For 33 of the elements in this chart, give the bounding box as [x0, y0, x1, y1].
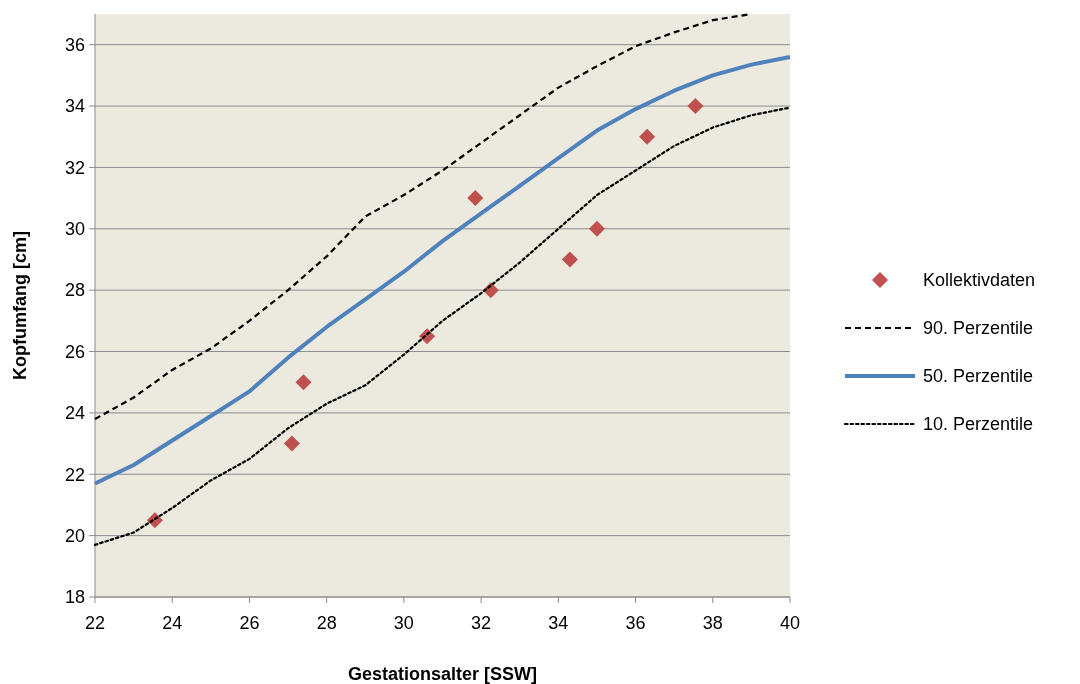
x-tick-label: 26: [239, 613, 260, 633]
y-tick-label: 22: [64, 464, 85, 485]
x-tick-label: 36: [625, 613, 646, 633]
point: [561, 251, 578, 268]
y-tick-label: 24: [64, 403, 85, 424]
x-tick-label: 34: [548, 613, 569, 633]
y-tick-label: 20: [64, 525, 85, 546]
x-tick-label: 40: [779, 613, 801, 633]
y-tick-label: 18: [64, 587, 85, 608]
legend-label: 90. Perzentile: [923, 318, 1034, 339]
point: [467, 190, 484, 207]
point: [295, 374, 312, 391]
legend-label: Kollektivdaten: [923, 270, 1036, 291]
x-tick-label: 28: [316, 613, 337, 633]
y-tick-label: 32: [64, 157, 85, 178]
point: [639, 128, 656, 145]
point: [283, 435, 300, 452]
x-tick-label: 38: [702, 613, 723, 633]
y-tick-label: 34: [64, 96, 85, 117]
x-tick-label: 32: [471, 613, 492, 633]
legend-label: 10. Perzentile: [923, 414, 1034, 435]
x-axis-title: Gestationsalter [SSW]: [347, 664, 538, 684]
point: [687, 98, 704, 115]
x-tick-label: 22: [84, 613, 106, 633]
x-tick-label: 30: [393, 613, 414, 633]
legend-label: 50. Perzentile: [923, 366, 1034, 387]
point: [588, 220, 605, 237]
y-axis-title: Kopfumfang [cm]: [10, 231, 30, 380]
y-tick-label: 28: [64, 280, 85, 301]
y-tick-label: 36: [64, 34, 85, 55]
x-tick-label: 24: [162, 613, 183, 633]
y-tick-label: 26: [64, 341, 85, 362]
y-tick-label: 30: [64, 219, 85, 240]
